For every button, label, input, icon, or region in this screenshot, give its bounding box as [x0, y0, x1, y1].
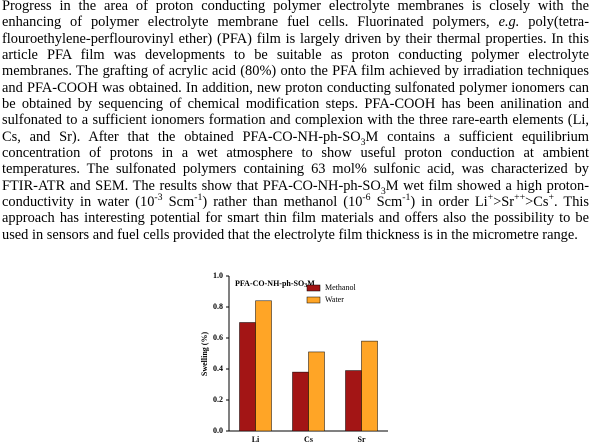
x-tick-label: Sr: [358, 435, 366, 444]
bar: [292, 371, 309, 432]
superscript: -6: [362, 192, 371, 204]
y-tick-label: 0.0: [213, 426, 223, 435]
text-run: M wet film showed a high proton-conducti…: [2, 177, 589, 211]
superscript: +: [548, 192, 555, 204]
superscript: ++: [514, 192, 526, 204]
legend-swatch: [306, 284, 321, 292]
legend-label: Methanol: [325, 283, 356, 292]
chart: PFA-CO-NH-ph-SO3M Swelling (%) 0.0 0.2 0.4…: [200, 271, 388, 444]
text-run: e.g.: [498, 14, 520, 31]
title-run: M: [307, 279, 315, 288]
text-run: >Cs: [525, 194, 549, 211]
bar: [255, 300, 272, 432]
text-run: poly(tetra-flouroethylene-perflourovinyl…: [2, 14, 589, 145]
text-run: ) in order Li: [410, 194, 488, 211]
superscript: -1: [194, 192, 203, 204]
bar: [308, 351, 325, 432]
bar: [239, 322, 256, 432]
subscript: 3: [360, 136, 366, 148]
x-tick-label: Li: [252, 435, 260, 444]
title-subscript: 3: [304, 283, 307, 289]
text-run: Scm: [162, 194, 195, 211]
bar: [361, 340, 378, 432]
legend-label: Water: [325, 295, 344, 304]
superscript: -3: [154, 192, 163, 204]
text-run: ) rather than methanol (10: [202, 194, 363, 211]
y-tick-label: 0.8: [213, 302, 223, 311]
y-tick-label: 1.0: [213, 271, 223, 280]
bar: [345, 370, 362, 432]
superscript: -1: [402, 192, 411, 204]
abstract: Progress in the area of proton conductin…: [2, 0, 589, 243]
text-run: M contains a sufficient equilibrium conc…: [2, 128, 589, 194]
x-tick-label: Cs: [304, 435, 313, 444]
y-tick-label: 0.2: [213, 395, 223, 404]
superscript: +: [487, 192, 494, 204]
legend-swatch: [306, 296, 321, 304]
text-run: Scm: [370, 194, 403, 211]
y-axis-label: Swelling (%): [200, 332, 209, 377]
chart-title: PFA-CO-NH-ph-SO3M: [235, 279, 315, 290]
title-run: PFA-CO-NH-ph-SO: [235, 279, 304, 288]
text-run: >Sr: [493, 194, 515, 211]
text-run: . This approach has interesting potentia…: [2, 194, 589, 243]
y-tick-label: 0.6: [213, 333, 223, 342]
y-tick-label: 0.4: [213, 364, 223, 373]
subscript: 3: [380, 185, 386, 197]
text-run: Progress in the area of proton conductin…: [2, 0, 589, 31]
